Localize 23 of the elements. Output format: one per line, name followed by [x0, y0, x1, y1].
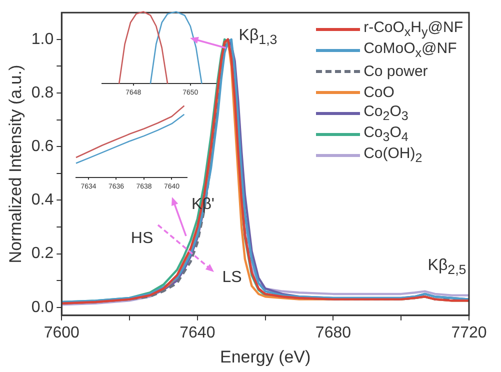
legend-label: r-CoO$_{x}$H$_{y}$@NF: [364, 19, 463, 40]
x-tick-label: 7680: [315, 324, 352, 342]
x-tick-label: 7640: [180, 324, 216, 342]
x-axis-title: Energy (eV): [220, 347, 311, 366]
y-axis-title: Normalized Intensity (a.u.): [6, 64, 25, 264]
legend-label: Co power: [364, 62, 428, 80]
annotation: Kβ$_{2,5}$: [428, 256, 466, 278]
y-tick-label: 0.4: [31, 192, 54, 209]
y-tick-label: 0.2: [31, 245, 54, 262]
y-tick-label: 1.0: [31, 30, 54, 48]
annotation: LS: [222, 269, 242, 287]
y-tick-label: 0.6: [31, 138, 54, 155]
legend-label: CoO: [364, 84, 394, 101]
legend-label: Co(OH)$_{2}$: [364, 145, 422, 166]
y-tick-label: 0.0: [31, 298, 54, 316]
y-tick-label: 0.8: [31, 84, 54, 102]
annotation: Kβ$_{1,3}$: [238, 26, 278, 48]
legend-label: Co$_{2}$O$_{3}$: [364, 103, 408, 124]
legend-label: CoMoO$_{x}$@NF: [364, 40, 457, 60]
legend-label: Co$_{3}$O$_{4}$: [364, 124, 408, 144]
x-tick-label: 7720: [451, 324, 487, 342]
x-tick-label: 7600: [44, 324, 80, 342]
annotation: HS: [130, 230, 154, 248]
